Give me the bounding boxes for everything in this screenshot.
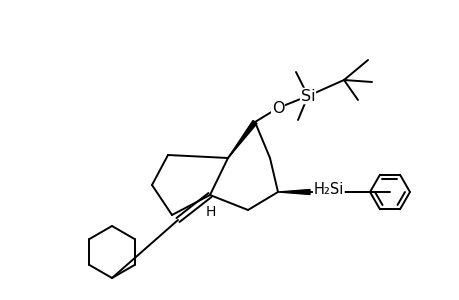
Text: O: O <box>271 100 284 116</box>
Polygon shape <box>228 121 257 158</box>
Text: H: H <box>205 205 216 219</box>
Text: Si: Si <box>300 88 314 104</box>
Polygon shape <box>277 190 309 194</box>
Text: H₂Si: H₂Si <box>313 182 343 197</box>
